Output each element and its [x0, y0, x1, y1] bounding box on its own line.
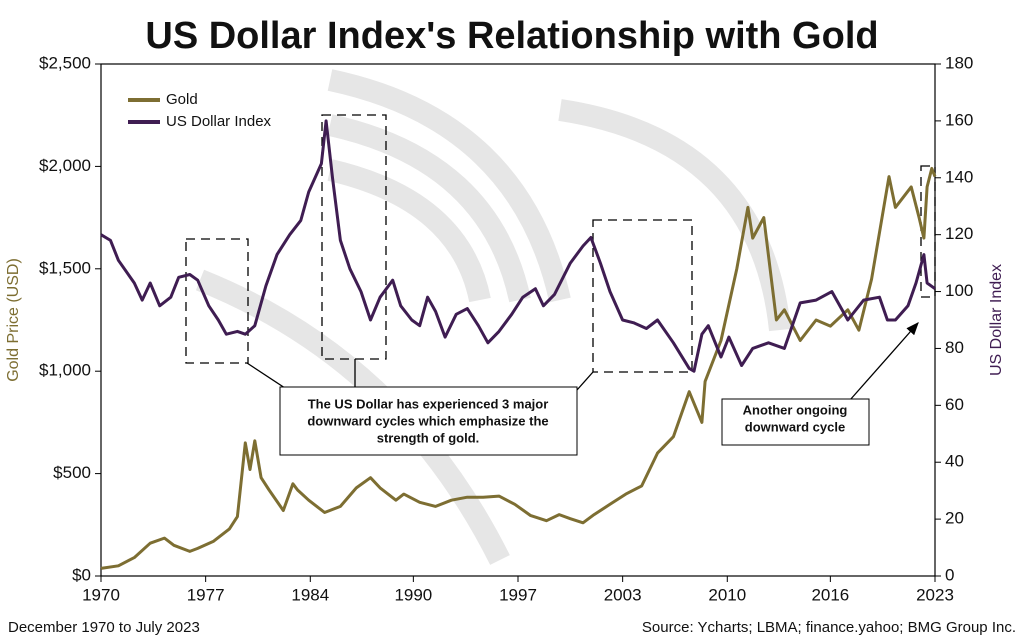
- annotation-boxes: [185, 114, 936, 373]
- annotation-text: downward cycle: [745, 419, 845, 434]
- x-tick-label: 2003: [604, 585, 642, 604]
- y2-tick-label: 140: [945, 167, 973, 186]
- y2-tick-label: 160: [945, 110, 973, 129]
- x-tick-label: 2016: [811, 585, 849, 604]
- y2-tick-label: 40: [945, 452, 964, 471]
- y2-tick-label: 120: [945, 224, 973, 243]
- x-tick-label: 1990: [394, 585, 432, 604]
- footer-left: December 1970 to July 2023: [8, 619, 200, 636]
- annotation-box: [279, 386, 578, 456]
- y-tick-label: $1,500: [39, 258, 91, 277]
- y-tick-label: $2,000: [39, 156, 91, 175]
- footer-right: Source: Ycharts; LBMA; finance.yahoo; BM…: [642, 619, 1016, 636]
- chart-title: US Dollar Index's Relationship with Gold: [145, 15, 878, 57]
- connectors: [246, 322, 919, 401]
- y2-tick-label: 100: [945, 281, 973, 300]
- y2-tick-label: 20: [945, 509, 964, 528]
- y-tick-label: $0: [72, 565, 91, 584]
- y-tick-label: $2,500: [39, 53, 91, 72]
- y-tick-label: $500: [53, 463, 91, 482]
- legend-label: US Dollar Index: [166, 113, 272, 130]
- y2-tick-label: 0: [945, 565, 954, 584]
- y2-axis-label: US Dollar Index: [988, 264, 1005, 376]
- y-axis-label: Gold Price (USD): [5, 258, 22, 382]
- y2-tick-label: 60: [945, 395, 964, 414]
- y2-tick-label: 80: [945, 338, 964, 357]
- annotation-text: The US Dollar has experienced 3 major: [308, 396, 549, 411]
- annotation-text: Another ongoing: [743, 402, 848, 417]
- x-tick-label: 1977: [187, 585, 225, 604]
- annotation-text: strength of gold.: [377, 430, 480, 445]
- plot-frame: [100, 63, 936, 577]
- x-tick-label: 2010: [708, 585, 746, 604]
- x-tick-label: 1997: [499, 585, 537, 604]
- x-tick-label: 1984: [291, 585, 329, 604]
- y2-tick-label: 180: [945, 53, 973, 72]
- y-tick-label: $1,000: [39, 361, 91, 380]
- annotation-text: downward cycles which emphasize the: [307, 413, 548, 428]
- x-tick-label: 2023: [916, 585, 954, 604]
- series-line: [100, 119, 936, 373]
- legend-label: Gold: [166, 91, 198, 108]
- watermark: [195, 69, 791, 565]
- x-tick-label: 1970: [82, 585, 120, 604]
- annotation-box: [721, 398, 870, 446]
- series-line: [100, 166, 937, 570]
